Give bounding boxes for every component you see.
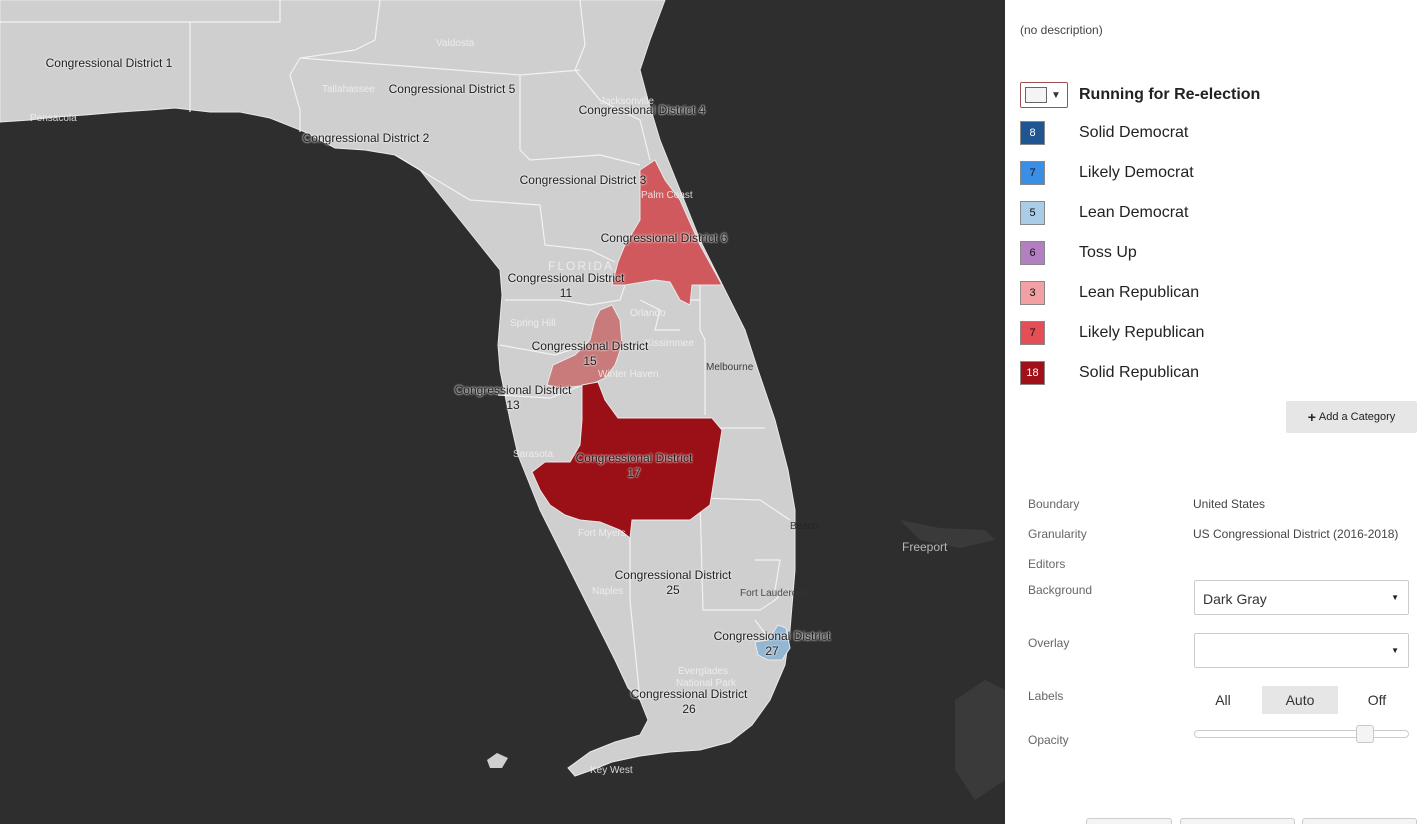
category-row[interactable]: 7 Likely Democrat — [1020, 160, 1194, 186]
district-label: Congressional District 3 — [519, 173, 647, 187]
place-label: Orlando — [630, 308, 666, 319]
district-label: Congressional District 5 — [388, 82, 516, 96]
district-label: Congressional District 27 — [713, 629, 831, 658]
place-label: Pensacola — [30, 113, 77, 124]
background-select-value: Dark Gray — [1203, 591, 1267, 607]
district-label: Congressional District 17 — [575, 451, 693, 480]
category-label[interactable]: Solid Democrat — [1079, 124, 1189, 141]
caret-down-icon: ▼ — [1391, 646, 1399, 655]
editors-label: Editors — [1028, 557, 1066, 571]
caret-down-icon: ▼ — [1391, 593, 1399, 602]
place-label: Jacksonville — [600, 96, 654, 107]
district-label: Congressional District 2 — [302, 131, 430, 145]
place-label: Spring Hill — [510, 318, 556, 329]
district-17-fill — [531, 381, 723, 539]
add-category-label: Add a Category — [1318, 411, 1396, 423]
district-15-fill — [546, 304, 623, 389]
place-label: Fort Myers — [578, 528, 626, 539]
plus-icon: + — [1307, 409, 1316, 425]
category-label[interactable]: Toss Up — [1079, 244, 1137, 261]
background-label: Background — [1028, 583, 1093, 597]
map-description: (no description) — [1020, 23, 1103, 37]
district-label: Congressional District 1 — [45, 56, 173, 70]
place-label: Beach — [790, 521, 819, 532]
granularity-value: US Congressional District (2016-2018) — [1193, 527, 1399, 541]
group-color-picker[interactable]: ▼ — [1020, 82, 1068, 108]
background-select[interactable]: Dark Gray ▼ — [1194, 580, 1409, 615]
opacity-slider-handle[interactable] — [1356, 725, 1374, 743]
island-shape — [955, 680, 1005, 800]
district-label: Congressional District 25 — [614, 568, 732, 597]
labels-label: Labels — [1028, 689, 1064, 703]
district-label: Congressional District 26 — [630, 687, 748, 716]
place-label: FLORIDA — [548, 259, 615, 273]
place-label: Sarasota — [513, 449, 554, 460]
district-label: Congressional District 4 — [578, 103, 706, 117]
place-label: Fort Lauderdale — [740, 588, 811, 599]
land-mass — [0, 0, 796, 777]
overlay-select[interactable]: ▼ — [1194, 633, 1409, 668]
category-row[interactable]: 3 Lean Republican — [1020, 280, 1199, 306]
category-group-title: Running for Re-election — [1079, 86, 1261, 103]
opacity-label: Opacity — [1028, 733, 1069, 747]
category-color-box[interactable]: 7 — [1020, 321, 1045, 345]
boundary-value: United States — [1193, 497, 1266, 511]
place-label: Everglades — [678, 666, 729, 677]
labels-option-off[interactable]: Off — [1367, 692, 1387, 708]
category-color-box[interactable]: 5 — [1020, 201, 1045, 225]
boundary-label: Boundary — [1028, 497, 1080, 511]
place-label: National Park — [676, 678, 737, 689]
place-label: Kissimmee — [645, 338, 694, 349]
category-color-box[interactable]: 3 — [1020, 281, 1045, 305]
category-label[interactable]: Solid Republican — [1079, 364, 1200, 381]
place-label: Melbourne — [706, 362, 754, 373]
district-6-fill — [611, 159, 723, 306]
district-label: Congressional District 11 — [507, 271, 625, 300]
granularity-label: Granularity — [1028, 527, 1087, 541]
florida-map-svg[interactable] — [0, 0, 1005, 824]
place-label: Winter Haven — [598, 369, 659, 380]
category-color-box[interactable]: 7 — [1020, 161, 1045, 185]
side-panel: (no description) ▼ Running for Re-electi… — [1005, 0, 1425, 824]
footer-button[interactable] — [1086, 818, 1172, 824]
place-label: Freeport — [902, 540, 948, 554]
labels-option-auto[interactable]: Auto — [1262, 686, 1338, 714]
color-swatch — [1025, 87, 1047, 103]
category-label[interactable]: Lean Republican — [1079, 284, 1200, 301]
caret-down-icon: ▼ — [1051, 89, 1061, 101]
category-row[interactable]: 7 Likely Republican — [1020, 320, 1204, 346]
category-row[interactable]: 8 Solid Democrat — [1020, 120, 1188, 146]
island-shape — [900, 520, 995, 548]
add-category-button[interactable]: + Add a Category — [1286, 401, 1417, 433]
labels-option-all[interactable]: All — [1215, 692, 1231, 708]
category-label[interactable]: Likely Democrat — [1079, 164, 1194, 181]
place-label: Naples — [592, 586, 624, 597]
footer-button[interactable] — [1302, 818, 1417, 824]
place-label: Valdosta — [436, 38, 475, 49]
place-label: Tallahassee — [322, 84, 375, 95]
district-label: Congressional District 13 — [454, 383, 572, 412]
category-label[interactable]: Lean Democrat — [1079, 204, 1189, 221]
place-label: Palm Coast — [641, 190, 693, 201]
category-row[interactable]: 5 Lean Democrat — [1020, 200, 1188, 226]
category-color-box[interactable]: 18 — [1020, 361, 1045, 385]
opacity-slider-track[interactable] — [1194, 730, 1409, 738]
category-color-box[interactable]: 6 — [1020, 241, 1045, 265]
district-27-fill — [754, 624, 791, 661]
map-canvas[interactable]: Valdosta Tallahassee Pensacola Jacksonvi… — [0, 0, 1005, 824]
category-row[interactable]: 18 Solid Republican — [1020, 360, 1199, 386]
footer-button[interactable] — [1180, 818, 1295, 824]
overlay-label: Overlay — [1028, 636, 1070, 650]
category-row[interactable]: 6 Toss Up — [1020, 240, 1137, 266]
place-label: Key West — [590, 765, 633, 776]
district-label: Congressional District 15 — [531, 339, 649, 368]
category-group-header: ▼ Running for Re-election — [1020, 82, 1260, 108]
island-shape — [487, 753, 508, 768]
category-label[interactable]: Likely Republican — [1079, 324, 1205, 341]
category-color-box[interactable]: 8 — [1020, 121, 1045, 145]
district-label: Congressional District 6 — [600, 231, 728, 245]
